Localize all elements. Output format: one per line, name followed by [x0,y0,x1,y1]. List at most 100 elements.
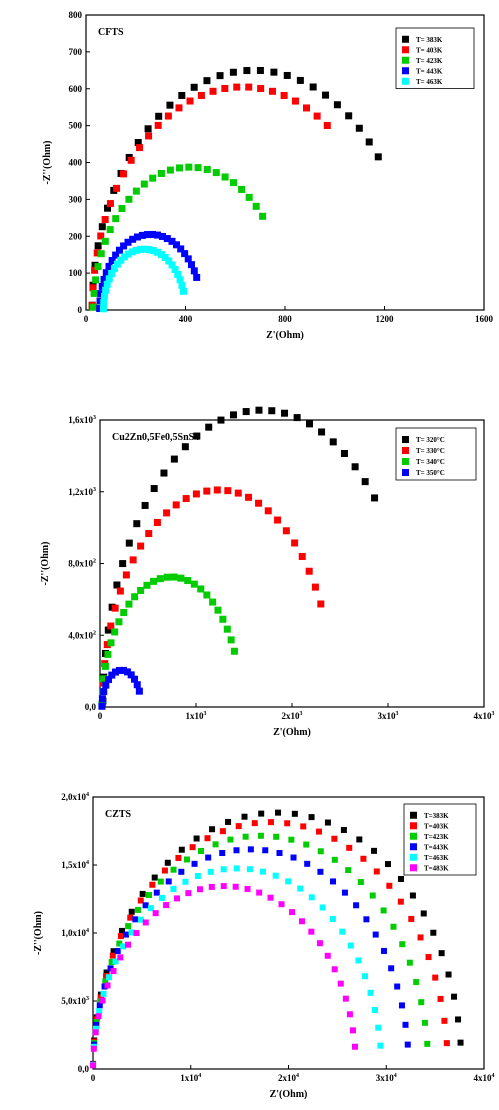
data-point [100,688,108,696]
legend-box [395,427,477,481]
data-point [111,668,119,676]
nyquist-plot-czts: 0 1x104 2x104 3x104 4x1040,05,0x1031,0x1041,… [33,792,495,1100]
data-point [97,290,105,298]
x-tick-label: 1x104 [180,1073,201,1083]
data-point [388,965,395,972]
data-point [137,916,144,923]
data-point [184,577,192,585]
data-point [418,999,425,1006]
y-tick-label-text: 8,0x10 [68,559,93,569]
data-point [89,284,97,292]
data-point [94,242,102,250]
series-3 [90,832,431,1068]
data-point [120,253,128,261]
data-point [257,832,264,839]
data-point [123,668,131,676]
chart-title: CFTS [98,27,124,38]
y-tick-label-text: 800 [69,10,83,20]
data-point [204,835,211,842]
data-point [268,87,276,95]
x-axis-label: Z'(Ohm) [266,330,304,341]
data-point [397,898,404,905]
data-point [247,846,254,853]
data-point [104,982,111,989]
data-point [194,164,202,172]
data-point [101,662,109,670]
data-point [445,971,452,978]
data-point [177,574,185,582]
data-point [93,1021,100,1028]
data-point [153,518,161,526]
data-point [141,245,149,253]
y-tick-label: 1,5x104 [61,860,89,870]
legend-entry: T= 443K [416,67,443,75]
data-point [98,702,106,710]
series-4 [98,666,143,710]
data-point [103,641,111,649]
data-point [371,1006,378,1013]
data-point [380,947,387,954]
data-point [208,883,215,890]
data-point [96,1002,103,1009]
y-tick-label-text: 1,0x10 [61,928,86,938]
data-point [105,974,112,981]
y-axis-label: -Z''(Ohm) [42,141,53,185]
data-point [255,499,263,507]
data-point [217,416,225,424]
data-point [101,216,109,224]
x-tick-label-text: 0 [84,314,89,324]
data-point [255,406,263,414]
data-point [216,72,224,80]
data-point [178,281,186,289]
y-tick-label-text: 300 [69,194,83,204]
data-point [207,868,214,875]
data-point [345,867,352,874]
legend-entry: T=463K [424,854,449,862]
data-point [106,200,114,208]
data-point [219,850,226,857]
data-point [283,71,291,79]
x-tick-exponent: 4 [394,1073,397,1079]
data-point [150,485,158,493]
x-tick-label-text: 1200 [376,314,395,324]
data-point [137,897,144,904]
data-point [96,304,104,312]
y-tick-label-text: 100 [69,268,83,278]
y-tick-exponent: 4 [86,792,89,798]
x-tick-label: 1x103 [186,711,207,721]
data-point [322,91,330,99]
legend-entry: T= 350°C [416,469,445,477]
data-point [339,928,346,935]
data-point [273,833,280,840]
data-point [127,671,135,679]
data-point [245,193,253,201]
data-point [116,587,124,595]
data-point [111,628,119,636]
data-point [420,910,427,917]
data-point [304,860,311,867]
data-point [191,860,198,867]
data-point [296,76,304,84]
legend-entry: T= 463K [416,78,443,86]
data-point [397,875,404,882]
data-point [365,138,373,146]
x-tick-label: 400 [179,314,193,324]
legend-marker [410,843,417,851]
data-point [394,983,401,990]
data-point [291,539,299,547]
data-point [361,478,369,486]
data-point [174,270,182,278]
data-point [367,989,374,996]
data-point [112,215,120,223]
data-point [305,567,313,575]
data-point [196,886,203,893]
data-point [242,833,249,840]
data-point [112,958,119,965]
data-point [103,969,110,976]
data-point [183,856,190,863]
data-point [90,289,98,297]
data-point [148,230,156,238]
data-point [119,927,126,934]
data-point [99,305,107,313]
series-6 [90,883,358,1069]
